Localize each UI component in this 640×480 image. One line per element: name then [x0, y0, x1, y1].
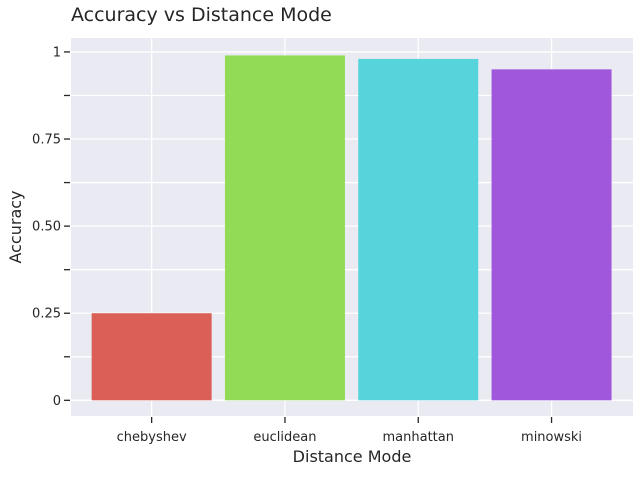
- y-tick-label: 1: [53, 45, 61, 60]
- y-tick-label: 0: [53, 394, 61, 409]
- x-axis-ticks: chebyshev euclidean manhattan minowski: [117, 417, 582, 445]
- bar-chebyshev: [91, 313, 212, 401]
- bars: [91, 55, 612, 401]
- x-axis-label: Distance Mode: [293, 447, 412, 466]
- y-axis-label: Accuracy: [6, 190, 25, 263]
- bar-minowski: [491, 69, 612, 401]
- y-axis-ticks: 0 0.25 0.50 0.75 1: [32, 45, 70, 409]
- bar-euclidean: [224, 55, 345, 401]
- y-tick-label: 0.50: [32, 220, 61, 235]
- bar-manhattan: [358, 58, 479, 401]
- x-tick-label: euclidean: [253, 430, 316, 445]
- chart-title: Accuracy vs Distance Mode: [71, 4, 332, 26]
- x-tick-label: minowski: [521, 430, 582, 445]
- y-tick-label: 0.75: [32, 133, 61, 148]
- x-tick-label: chebyshev: [117, 430, 187, 445]
- x-tick-label: manhattan: [383, 430, 454, 445]
- y-tick-label: 0.25: [32, 307, 61, 322]
